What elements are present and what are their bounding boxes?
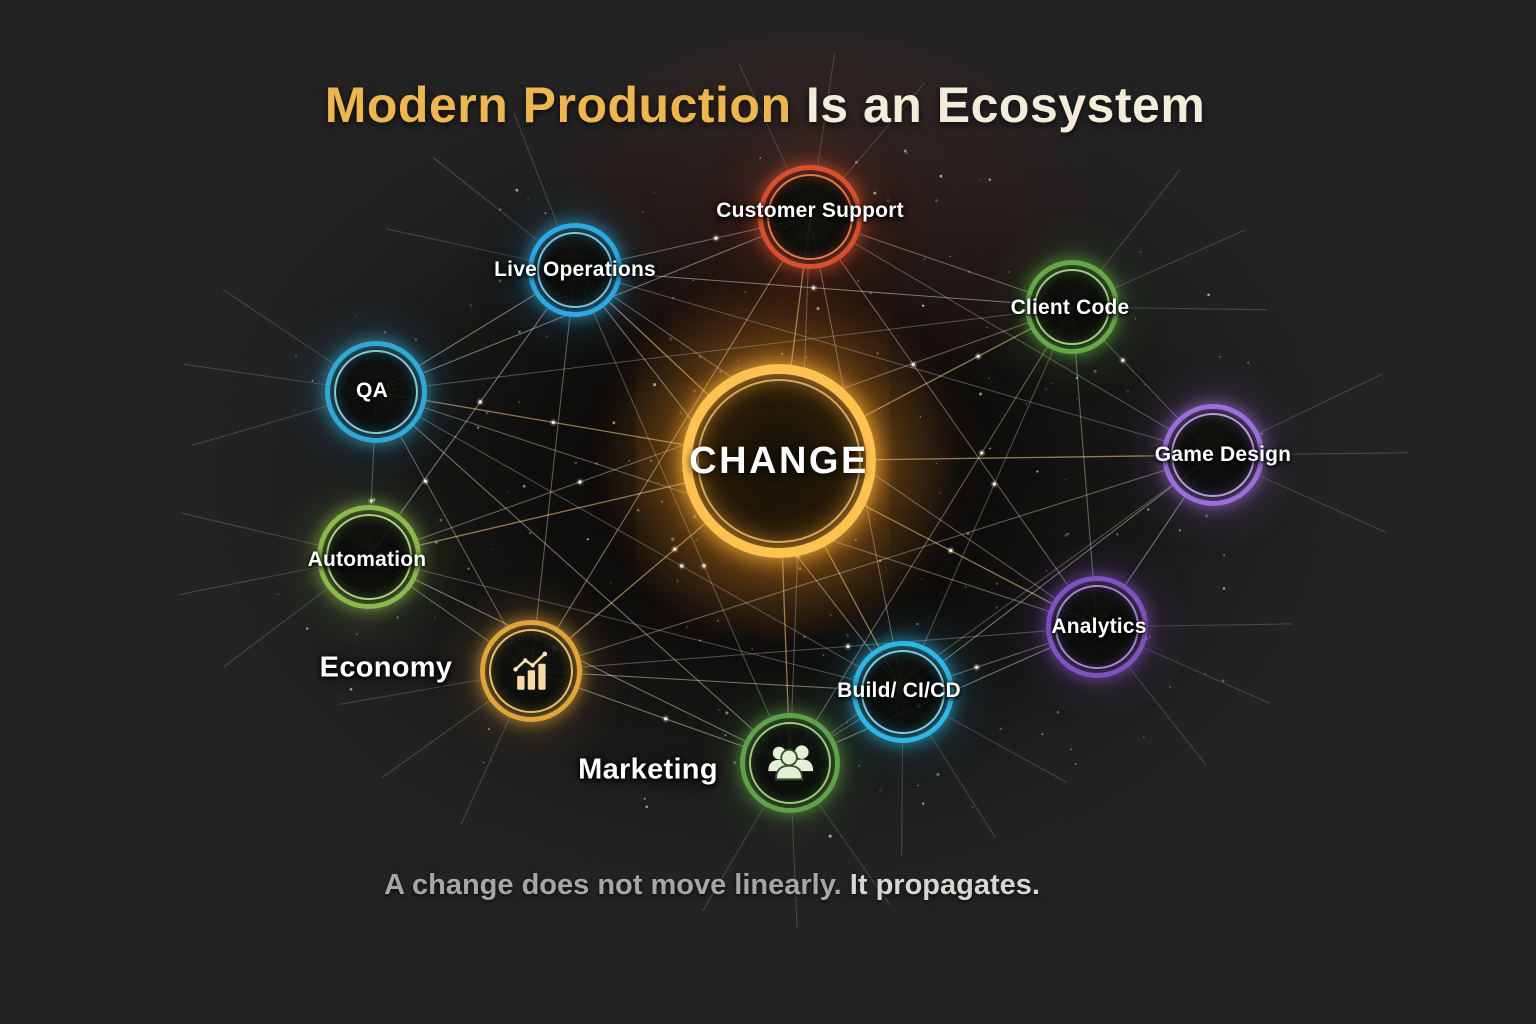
caption-part-dim: A change does not move linearly. — [384, 869, 842, 901]
title-part-gold: Modern Production — [324, 77, 792, 133]
change-inner-ring — [697, 379, 861, 543]
automation-inner-ring — [326, 514, 412, 600]
customer-support-label: Customer Support — [716, 199, 904, 222]
client-code-inner-ring — [1034, 269, 1110, 345]
build-cicd-label: Build/ CI/CD — [837, 679, 961, 702]
economy-label: Economy — [319, 651, 453, 684]
change-label: CHANGE — [689, 439, 869, 482]
node-client-code — [1025, 260, 1119, 354]
live-operations-inner-ring — [537, 232, 613, 308]
node-game-design — [1162, 404, 1264, 506]
game-design-label: Game Design — [1154, 443, 1292, 466]
qa-inner-ring — [334, 350, 418, 434]
economy-inner-ring — [489, 629, 573, 713]
node-change-hub: CHANGE — [682, 364, 876, 558]
marketing-label: Marketing — [578, 753, 718, 786]
title-part-cream: Is an Ecosystem — [791, 77, 1206, 133]
node-live-operations — [528, 223, 622, 317]
customer-support-inner-ring — [767, 174, 853, 260]
client-code-label: Client Code — [1010, 296, 1130, 319]
live-operations-label: Live Operations — [494, 258, 656, 281]
node-customer-support — [758, 165, 862, 269]
analytics-inner-ring — [1055, 585, 1139, 669]
build-cicd-inner-ring — [861, 650, 945, 734]
node-automation — [317, 505, 421, 609]
caption-text: A change does not move linearly. It prop… — [384, 869, 1040, 902]
bar-chart-icon — [485, 625, 577, 717]
node-marketing — [740, 713, 840, 813]
analytics-label: Analytics — [1051, 615, 1147, 638]
caption-part-strong: It propagates. — [841, 869, 1040, 901]
page-title: Modern Production Is an Ecosystem — [0, 76, 1530, 134]
people-icon — [745, 718, 835, 808]
node-qa — [325, 341, 427, 443]
game-design-inner-ring — [1171, 413, 1255, 497]
node-economy — [480, 620, 582, 722]
node-analytics — [1046, 576, 1148, 678]
node-build-cicd — [852, 641, 954, 743]
automation-label: Automation — [307, 548, 427, 571]
marketing-inner-ring — [749, 722, 831, 804]
qa-label: QA — [356, 379, 388, 402]
